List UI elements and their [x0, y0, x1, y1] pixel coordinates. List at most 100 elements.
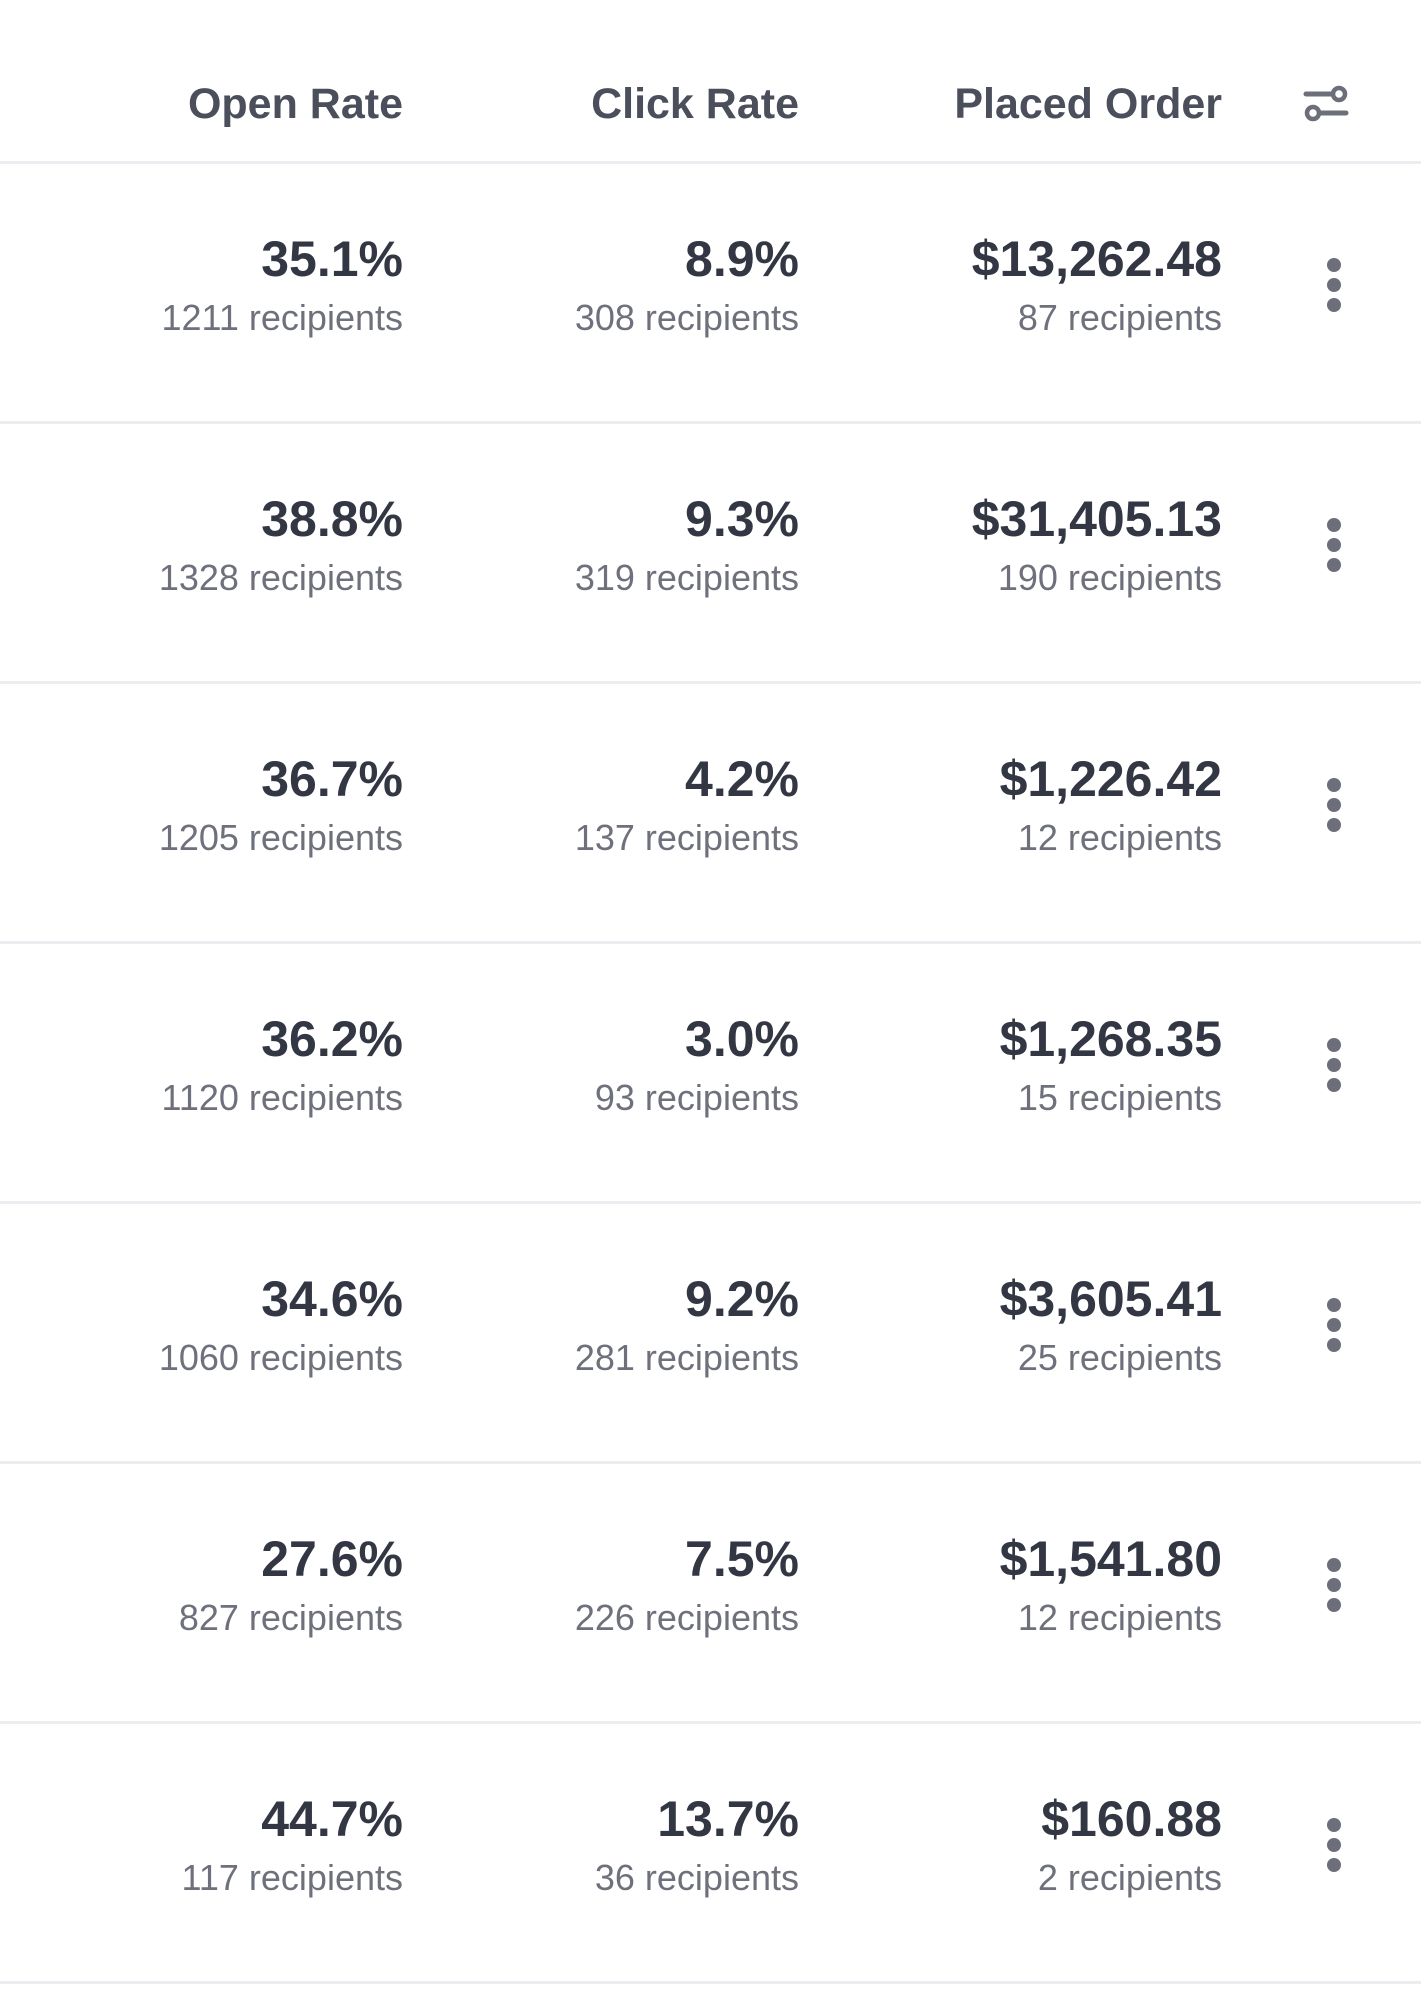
click-rate-cell: 9.3% 319 recipients [575, 490, 799, 600]
column-settings-button[interactable] [1302, 80, 1350, 128]
table-row[interactable]: 35.1% 1211 recipients 8.9% 308 recipient… [0, 164, 1421, 424]
open-rate-recipients: 1060 recipients [158, 1337, 403, 1378]
click-rate-recipients: 308 recipients [574, 297, 799, 338]
click-rate-recipients: 226 recipients [574, 1597, 799, 1638]
kebab-dot [1327, 538, 1341, 552]
click-rate-cell: 13.7% 36 recipients [595, 1790, 799, 1900]
open-rate-value: 36.2% [261, 1011, 403, 1067]
kebab-dot [1327, 1058, 1341, 1072]
open-rate-value: 36.7% [261, 751, 403, 807]
kebab-dot [1327, 298, 1341, 312]
placed-order-cell: $13,262.48 87 recipients [972, 230, 1222, 340]
row-menu-button[interactable] [1314, 776, 1354, 836]
placed-order-value: $1,226.42 [999, 751, 1222, 807]
table-body: 35.1% 1211 recipients 8.9% 308 recipient… [0, 164, 1421, 1984]
kebab-dot [1327, 818, 1341, 832]
placed-order-recipients: 190 recipients [997, 557, 1222, 598]
kebab-dot [1327, 1858, 1341, 1872]
row-menu-button[interactable] [1314, 256, 1354, 316]
click-rate-recipients: 281 recipients [574, 1337, 799, 1378]
click-rate-recipients: 93 recipients [594, 1077, 799, 1118]
kebab-dot [1327, 1838, 1341, 1852]
placed-order-value: $1,268.35 [999, 1011, 1222, 1067]
row-menu-button[interactable] [1314, 1816, 1354, 1876]
open-rate-recipients: 1205 recipients [158, 817, 403, 858]
open-rate-value: 35.1% [261, 231, 403, 287]
placed-order-recipients: 12 recipients [1017, 1597, 1222, 1638]
column-header-placed-order[interactable]: Placed Order [954, 80, 1222, 128]
placed-order-cell: $1,268.35 15 recipients [1000, 1010, 1222, 1120]
table-header: Open Rate Click Rate Placed Order [0, 0, 1421, 164]
open-rate-cell: 36.7% 1205 recipients [159, 750, 403, 860]
click-rate-recipients: 319 recipients [574, 557, 799, 598]
kebab-menu-icon [1327, 1818, 1341, 1832]
placed-order-cell: $31,405.13 190 recipients [972, 490, 1222, 600]
kebab-dot [1327, 1598, 1341, 1612]
kebab-menu-icon [1327, 518, 1341, 532]
kebab-menu-icon [1327, 1038, 1341, 1052]
click-rate-value: 3.0% [685, 1011, 799, 1067]
open-rate-cell: 27.6% 827 recipients [179, 1530, 403, 1640]
click-rate-cell: 3.0% 93 recipients [595, 1010, 799, 1120]
kebab-dot [1327, 1318, 1341, 1332]
click-rate-value: 9.2% [685, 1271, 799, 1327]
open-rate-value: 34.6% [261, 1271, 403, 1327]
placed-order-recipients: 87 recipients [1017, 297, 1222, 338]
placed-order-cell: $1,541.80 12 recipients [1000, 1530, 1222, 1640]
open-rate-cell: 44.7% 117 recipients [182, 1790, 403, 1900]
column-header-open-rate[interactable]: Open Rate [187, 80, 403, 128]
open-rate-cell: 38.8% 1328 recipients [159, 490, 403, 600]
placed-order-cell: $3,605.41 25 recipients [1000, 1270, 1222, 1380]
table-row[interactable]: 38.8% 1328 recipients 9.3% 319 recipient… [0, 424, 1421, 684]
placed-order-recipients: 2 recipients [1037, 1857, 1222, 1898]
kebab-menu-icon [1327, 258, 1341, 272]
open-rate-cell: 36.2% 1120 recipients [162, 1010, 404, 1120]
open-rate-value: 44.7% [261, 1791, 403, 1847]
kebab-dot [1327, 278, 1341, 292]
placed-order-value: $1,541.80 [999, 1531, 1222, 1587]
placed-order-cell: $1,226.42 12 recipients [1000, 750, 1222, 860]
kebab-menu-icon [1327, 778, 1341, 792]
click-rate-value: 7.5% [685, 1531, 799, 1587]
open-rate-recipients: 1328 recipients [158, 557, 403, 598]
table-row[interactable]: 34.6% 1060 recipients 9.2% 281 recipient… [0, 1204, 1421, 1464]
column-header-click-rate[interactable]: Click Rate [591, 80, 799, 128]
open-rate-recipients: 117 recipients [181, 1857, 403, 1898]
click-rate-value: 13.7% [657, 1791, 799, 1847]
table-row[interactable]: 36.7% 1205 recipients 4.2% 137 recipient… [0, 684, 1421, 944]
placed-order-recipients: 12 recipients [1017, 817, 1222, 858]
row-menu-button[interactable] [1314, 516, 1354, 576]
row-menu-button[interactable] [1314, 1556, 1354, 1616]
table-row[interactable]: 27.6% 827 recipients 7.5% 226 recipients… [0, 1464, 1421, 1724]
placed-order-recipients: 15 recipients [1017, 1077, 1222, 1118]
click-rate-recipients: 137 recipients [574, 817, 799, 858]
kebab-dot [1327, 798, 1341, 812]
table-row[interactable]: 44.7% 117 recipients 13.7% 36 recipients… [0, 1724, 1421, 1984]
kebab-dot [1327, 1338, 1341, 1352]
open-rate-cell: 34.6% 1060 recipients [159, 1270, 403, 1380]
kebab-dot [1327, 1578, 1341, 1592]
kebab-dot [1327, 1078, 1341, 1092]
click-rate-cell: 7.5% 226 recipients [575, 1530, 799, 1640]
table-row[interactable]: 36.2% 1120 recipients 3.0% 93 recipients… [0, 944, 1421, 1204]
placed-order-value: $3,605.41 [999, 1271, 1222, 1327]
open-rate-recipients: 827 recipients [178, 1597, 403, 1638]
kebab-dot [1327, 558, 1341, 572]
placed-order-recipients: 25 recipients [1017, 1337, 1222, 1378]
row-menu-button[interactable] [1314, 1296, 1354, 1356]
click-rate-cell: 4.2% 137 recipients [575, 750, 799, 860]
placed-order-value: $31,405.13 [971, 491, 1222, 547]
click-rate-cell: 8.9% 308 recipients [575, 230, 799, 340]
click-rate-cell: 9.2% 281 recipients [575, 1270, 799, 1380]
kebab-menu-icon [1327, 1298, 1341, 1312]
placed-order-value: $160.88 [1041, 1791, 1222, 1847]
row-menu-button[interactable] [1314, 1036, 1354, 1096]
open-rate-value: 27.6% [261, 1531, 403, 1587]
open-rate-value: 38.8% [261, 491, 403, 547]
placed-order-value: $13,262.48 [971, 231, 1222, 287]
sliders-icon [1303, 85, 1349, 122]
click-rate-value: 4.2% [685, 751, 799, 807]
open-rate-cell: 35.1% 1211 recipients [162, 230, 404, 340]
click-rate-value: 8.9% [685, 231, 799, 287]
open-rate-recipients: 1211 recipients [161, 297, 404, 338]
